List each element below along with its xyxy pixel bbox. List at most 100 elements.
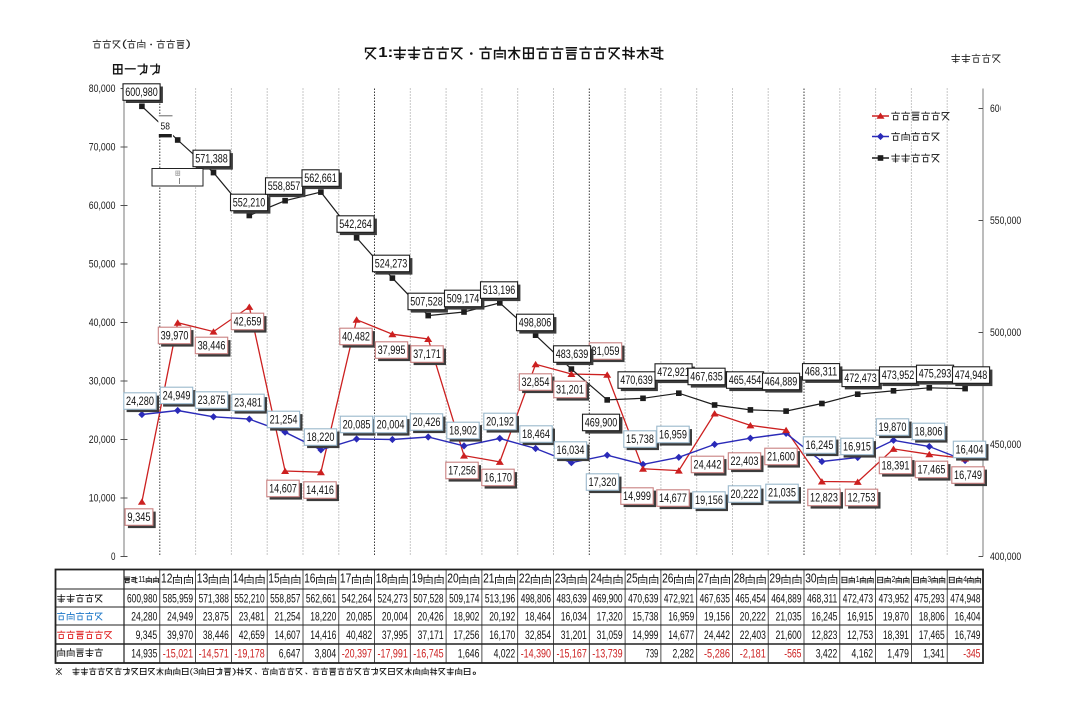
svg-text:28: 28 bbox=[734, 571, 745, 586]
svg-text:37,171: 37,171 bbox=[413, 347, 441, 361]
svg-text:469,900: 469,900 bbox=[585, 415, 618, 429]
svg-text:24,442: 24,442 bbox=[694, 457, 722, 471]
svg-text:562,661: 562,661 bbox=[304, 171, 337, 185]
svg-text:23: 23 bbox=[555, 571, 566, 586]
svg-text:483,639: 483,639 bbox=[556, 347, 589, 361]
svg-text:3: 3 bbox=[927, 574, 931, 584]
svg-text:16,915: 16,915 bbox=[847, 610, 873, 624]
svg-text:58: 58 bbox=[161, 121, 171, 133]
svg-text:552,210: 552,210 bbox=[234, 592, 265, 606]
svg-text:467,635: 467,635 bbox=[700, 592, 731, 606]
svg-text:15,738: 15,738 bbox=[626, 432, 654, 446]
svg-text:40,000: 40,000 bbox=[89, 317, 116, 329]
svg-text:9,345: 9,345 bbox=[127, 510, 150, 524]
svg-text:-15,167: -15,167 bbox=[557, 647, 588, 661]
svg-text:558,857: 558,857 bbox=[270, 592, 301, 606]
svg-text:498,806: 498,806 bbox=[519, 315, 552, 329]
svg-text:): ) bbox=[232, 666, 237, 676]
svg-text:17,256: 17,256 bbox=[448, 463, 476, 477]
svg-text:20,192: 20,192 bbox=[486, 414, 514, 428]
svg-text:20,222: 20,222 bbox=[740, 610, 766, 624]
svg-text:465,454: 465,454 bbox=[729, 373, 762, 387]
svg-text:17,256: 17,256 bbox=[453, 628, 479, 642]
svg-text:20,426: 20,426 bbox=[413, 415, 441, 429]
svg-text:4: 4 bbox=[963, 574, 967, 584]
svg-text:498,806: 498,806 bbox=[521, 592, 552, 606]
svg-text:20,192: 20,192 bbox=[489, 610, 515, 624]
svg-text:513,196: 513,196 bbox=[485, 592, 516, 606]
svg-text:400,000: 400,000 bbox=[990, 551, 1021, 563]
svg-text:571,388: 571,388 bbox=[195, 151, 228, 165]
svg-text:558,857: 558,857 bbox=[268, 179, 301, 193]
svg-text:32,854: 32,854 bbox=[525, 628, 551, 642]
svg-text:50,000: 50,000 bbox=[89, 259, 116, 271]
svg-text:31,059: 31,059 bbox=[597, 628, 623, 642]
svg-text:-16,745: -16,745 bbox=[413, 647, 444, 661]
svg-text:470,639: 470,639 bbox=[620, 373, 653, 387]
svg-text:40,482: 40,482 bbox=[346, 628, 372, 642]
svg-text:3,422: 3,422 bbox=[816, 647, 838, 661]
svg-text:24,949: 24,949 bbox=[163, 388, 191, 402]
svg-text:1,341: 1,341 bbox=[923, 647, 945, 661]
svg-text:500,000: 500,000 bbox=[990, 327, 1021, 339]
svg-text:-5,286: -5,286 bbox=[704, 647, 730, 661]
svg-text:18,391: 18,391 bbox=[882, 458, 910, 472]
svg-text:80,000: 80,000 bbox=[89, 83, 116, 95]
svg-text:12,753: 12,753 bbox=[848, 490, 876, 504]
svg-text:464,889: 464,889 bbox=[765, 374, 798, 388]
svg-text:542,264: 542,264 bbox=[342, 592, 373, 606]
svg-text:469,900: 469,900 bbox=[592, 592, 623, 606]
svg-text:542,264: 542,264 bbox=[339, 217, 372, 231]
svg-text:14,416: 14,416 bbox=[306, 483, 334, 497]
svg-text:-2,181: -2,181 bbox=[740, 647, 766, 661]
svg-text:19,870: 19,870 bbox=[883, 610, 909, 624]
svg-text:20,085: 20,085 bbox=[346, 610, 372, 624]
svg-text:39,970: 39,970 bbox=[167, 628, 193, 642]
svg-text:562,661: 562,661 bbox=[306, 592, 337, 606]
svg-text:507,528: 507,528 bbox=[413, 592, 444, 606]
svg-text:2,282: 2,282 bbox=[673, 647, 695, 661]
svg-text:475,293: 475,293 bbox=[914, 592, 945, 606]
svg-text:-19,178: -19,178 bbox=[234, 647, 265, 661]
svg-text:31,201: 31,201 bbox=[561, 628, 587, 642]
svg-text:37,995: 37,995 bbox=[382, 628, 408, 642]
svg-text:468,311: 468,311 bbox=[807, 592, 838, 606]
svg-text:6,647: 6,647 bbox=[279, 647, 301, 661]
svg-text:20,085: 20,085 bbox=[343, 417, 371, 431]
svg-text:38,446: 38,446 bbox=[203, 628, 229, 642]
svg-text:14,935: 14,935 bbox=[131, 647, 157, 661]
svg-text:4,162: 4,162 bbox=[852, 647, 874, 661]
svg-text:15,738: 15,738 bbox=[632, 610, 658, 624]
svg-text:-13,739: -13,739 bbox=[592, 647, 623, 661]
svg-text:22,403: 22,403 bbox=[731, 454, 759, 468]
svg-text:552,210: 552,210 bbox=[233, 195, 266, 209]
svg-text:16,749: 16,749 bbox=[954, 468, 982, 482]
svg-text:30,000: 30,000 bbox=[89, 376, 116, 388]
svg-text:472,921: 472,921 bbox=[664, 592, 695, 606]
svg-text:-565: -565 bbox=[784, 647, 802, 661]
svg-text:24,280: 24,280 bbox=[126, 394, 154, 408]
svg-text:600,980: 600,980 bbox=[125, 85, 158, 99]
svg-text:18,220: 18,220 bbox=[307, 430, 335, 444]
svg-text:473,952: 473,952 bbox=[882, 368, 915, 382]
svg-text:739: 739 bbox=[645, 647, 658, 661]
svg-text:25: 25 bbox=[626, 571, 637, 586]
svg-text:26: 26 bbox=[662, 571, 673, 586]
svg-text:16,034: 16,034 bbox=[561, 610, 587, 624]
svg-text:18,391: 18,391 bbox=[883, 628, 909, 642]
svg-text:16,170: 16,170 bbox=[484, 470, 512, 484]
svg-text:31,059: 31,059 bbox=[592, 344, 620, 358]
svg-text:14,677: 14,677 bbox=[668, 628, 694, 642]
svg-text:16,915: 16,915 bbox=[843, 439, 871, 453]
svg-text:472,921: 472,921 bbox=[657, 365, 690, 379]
svg-text:21,035: 21,035 bbox=[768, 485, 796, 499]
svg-text:70,000: 70,000 bbox=[89, 142, 116, 154]
svg-text:16: 16 bbox=[304, 571, 315, 586]
svg-text:-15,021: -15,021 bbox=[163, 647, 194, 661]
svg-text:14: 14 bbox=[233, 571, 244, 586]
svg-text:14,607: 14,607 bbox=[275, 628, 301, 642]
svg-text:483,639: 483,639 bbox=[557, 592, 588, 606]
svg-text:20,000: 20,000 bbox=[89, 434, 116, 446]
svg-text:21,600: 21,600 bbox=[776, 628, 802, 642]
svg-text:37,995: 37,995 bbox=[378, 343, 406, 357]
